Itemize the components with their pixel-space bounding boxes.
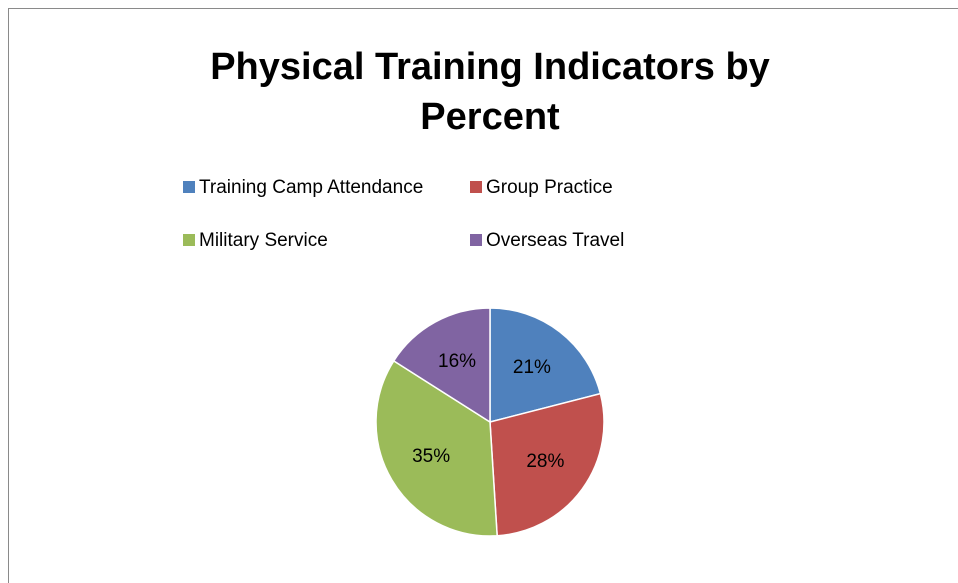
chart-title: Physical Training Indicators by Percent bbox=[210, 46, 770, 138]
legend-swatch bbox=[183, 234, 195, 246]
legend-label: Overseas Travel bbox=[486, 230, 624, 251]
pie-slice bbox=[489, 307, 602, 423]
pie-slice bbox=[392, 307, 491, 424]
legend-label: Training Camp Attendance bbox=[199, 177, 423, 198]
legend-label: Group Practice bbox=[486, 177, 613, 198]
pie-slice bbox=[375, 359, 498, 537]
pie-slice bbox=[489, 392, 605, 537]
legend-swatch bbox=[183, 181, 195, 193]
chart-frame bbox=[8, 8, 958, 583]
legend-swatch bbox=[470, 234, 482, 246]
data-label: 21% bbox=[513, 357, 551, 378]
data-label: 16% bbox=[438, 351, 476, 372]
data-label: 28% bbox=[526, 451, 564, 472]
legend-swatch bbox=[470, 181, 482, 193]
legend-label: Military Service bbox=[199, 230, 328, 251]
data-label: 35% bbox=[412, 446, 450, 467]
